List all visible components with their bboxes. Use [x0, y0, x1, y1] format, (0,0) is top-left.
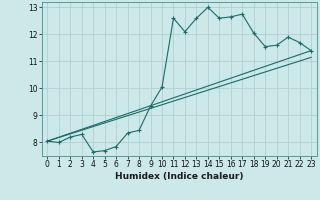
X-axis label: Humidex (Indice chaleur): Humidex (Indice chaleur): [115, 172, 244, 181]
